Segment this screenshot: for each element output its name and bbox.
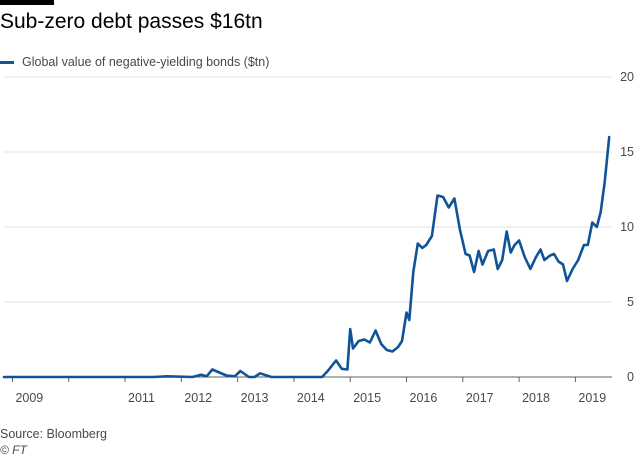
legend-swatch	[0, 60, 14, 64]
gridlines	[4, 76, 612, 303]
x-axis: 2009 2011 2012 2013 2014 2015 2016 2017 2018 2019	[4, 376, 612, 405]
legend: Global value of negative-yielding bonds …	[0, 55, 269, 69]
x-tick-label: 2017	[466, 391, 494, 405]
legend-label: Global value of negative-yielding bonds …	[22, 55, 270, 69]
x-tick-label: 2015	[353, 391, 381, 405]
chart-title: Sub-zero debt passes $16tn	[0, 10, 263, 33]
copyright-credit: © FT	[0, 443, 27, 457]
x-tick-label: 2019	[578, 391, 606, 405]
y-tick-label: 5	[627, 295, 634, 309]
x-tick-label: 2012	[184, 391, 212, 405]
x-tick-label: 2013	[241, 391, 269, 405]
source-note: Source: Bloomberg	[0, 427, 108, 441]
x-tick-label: 2018	[522, 391, 550, 405]
series-line	[2, 135, 611, 379]
y-tick-label: 20	[620, 70, 634, 84]
x-tick-label: 2014	[297, 391, 325, 405]
y-tick-label: 0	[627, 370, 634, 384]
x-tick-label: 2011	[128, 391, 155, 405]
series	[2, 135, 611, 379]
y-axis: 0 5 10 15 20	[620, 70, 634, 384]
y-tick-label: 10	[620, 220, 634, 234]
x-tick-label: 2016	[410, 391, 438, 405]
x-tick-label: 2009	[15, 391, 43, 405]
y-tick-label: 15	[620, 145, 634, 159]
ft-brand-bar	[0, 0, 54, 5]
